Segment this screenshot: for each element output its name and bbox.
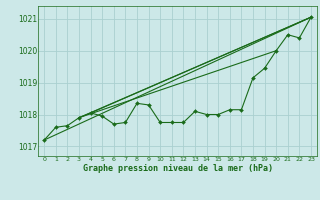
X-axis label: Graphe pression niveau de la mer (hPa): Graphe pression niveau de la mer (hPa) xyxy=(83,164,273,173)
